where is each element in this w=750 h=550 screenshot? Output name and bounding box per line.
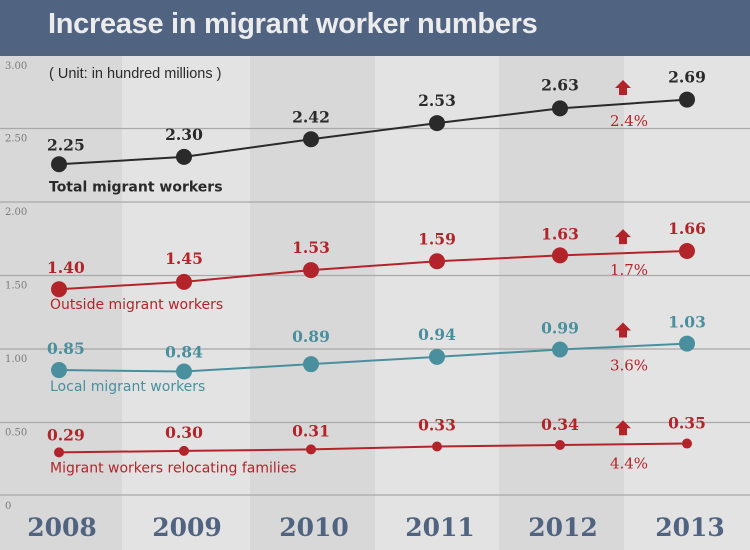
data-point	[51, 281, 67, 298]
data-label: 1.40	[47, 258, 85, 277]
column-band	[499, 56, 624, 550]
data-point	[176, 273, 192, 290]
series-migrant-workers-relocating-families: 0.29 0.30 0.31 0.33 0.34 0.35 Migrant workers …	[47, 414, 706, 477]
data-point	[179, 445, 189, 456]
growth-arrow-icon	[615, 322, 631, 338]
y-tick-label: 1.50	[5, 281, 27, 292]
x-tick-label: 2008	[27, 513, 97, 542]
data-point	[429, 253, 445, 270]
x-tick-label: 2009	[152, 513, 222, 542]
data-label: 1.63	[541, 224, 579, 243]
title-bar: Increase in migrant worker numbers	[0, 0, 750, 56]
data-label: 2.53	[418, 91, 456, 110]
line-chart: 0 0.50 1.00 1.50 2.00 2.50 3.00 ( Unit: in hun…	[0, 56, 750, 550]
series-name-label: Local migrant workers	[50, 379, 205, 395]
series-outside-migrant-workers: 1.40 1.45 1.53 1.59 1.63 1.66 Outside migrant …	[47, 219, 706, 313]
data-label: 2.25	[47, 135, 85, 154]
column-band	[0, 56, 122, 550]
data-label: 0.99	[541, 318, 579, 337]
data-point	[682, 438, 692, 449]
data-point	[679, 335, 695, 352]
data-label: 0.33	[418, 415, 456, 434]
growth-arrow-icon	[615, 229, 631, 245]
data-label: 0.85	[47, 339, 85, 358]
column-bands	[0, 56, 750, 550]
data-point	[303, 356, 319, 373]
x-tick-label: 2010	[279, 513, 349, 542]
column-band	[624, 56, 750, 550]
x-tick-label: 2012	[528, 513, 598, 542]
series-local-migrant-workers: 0.85 0.84 0.89 0.94 0.99 1.03 Local migrant wo…	[47, 313, 706, 395]
series-line	[58, 98, 688, 166]
unit-note: ( Unit: in hundred millions )	[49, 66, 221, 82]
x-tick-label: 2011	[405, 513, 475, 542]
data-point	[303, 131, 319, 148]
data-point	[306, 444, 316, 455]
data-point	[51, 156, 67, 173]
data-point	[429, 348, 445, 365]
y-tick-label: 0.50	[5, 428, 27, 439]
column-band	[375, 56, 499, 550]
y-tick-label: 2.00	[5, 207, 27, 218]
data-point	[555, 440, 565, 451]
data-label: 0.84	[165, 343, 203, 362]
series-name-label: Outside migrant workers	[50, 297, 223, 313]
data-label: 1.03	[668, 313, 706, 332]
data-label: 0.34	[541, 415, 579, 434]
column-band	[122, 56, 250, 550]
data-label: 0.31	[292, 421, 330, 440]
growth-percent: 1.7%	[610, 261, 648, 279]
data-point	[432, 441, 442, 452]
gridlines	[0, 127, 750, 496]
y-tick-label: 2.50	[5, 134, 27, 145]
data-label: 2.69	[668, 68, 706, 87]
data-point	[679, 91, 695, 108]
data-label: 1.59	[418, 229, 456, 248]
data-label: 1.45	[165, 249, 203, 268]
series-line	[58, 442, 688, 454]
data-point	[552, 100, 568, 117]
series-line	[58, 249, 688, 291]
series-name-label: Migrant workers relocating families	[50, 460, 297, 476]
data-point	[176, 148, 192, 165]
series-layer: 2.25 2.30 2.42 2.53 2.63 2.69 Total migrant wo…	[47, 68, 706, 477]
growth-percent: 4.4%	[610, 454, 648, 472]
data-point	[54, 447, 64, 458]
x-tick-label: 2013	[655, 513, 725, 542]
data-point	[176, 363, 192, 380]
series-line	[58, 342, 688, 373]
growth-arrow-icon	[615, 79, 631, 95]
y-tick-label: 0	[5, 501, 11, 512]
growth-percent: 3.6%	[610, 357, 648, 375]
data-point	[429, 115, 445, 132]
growth-arrow-icon	[615, 420, 631, 436]
data-label: 0.35	[668, 414, 706, 433]
data-label: 0.30	[165, 423, 203, 442]
data-point	[51, 362, 67, 379]
y-axis-ticks: 0 0.50 1.00 1.50 2.00 2.50 3.00	[5, 61, 27, 512]
data-label: 0.89	[292, 327, 330, 346]
data-point	[303, 262, 319, 279]
data-label: 0.29	[47, 425, 85, 444]
y-tick-label: 3.00	[5, 61, 27, 72]
chart-title: Increase in migrant worker numbers	[48, 8, 538, 40]
series-name-label: Total migrant workers	[49, 179, 223, 195]
series-total-migrant-workers: 2.25 2.30 2.42 2.53 2.63 2.69 Total migrant wo…	[47, 68, 706, 196]
data-label: 2.42	[292, 107, 330, 126]
data-label: 1.66	[668, 219, 706, 238]
data-point	[679, 242, 695, 259]
growth-percent: 2.4%	[610, 112, 648, 130]
data-label: 0.94	[418, 325, 456, 344]
y-tick-label: 1.00	[5, 354, 27, 365]
data-point	[552, 341, 568, 358]
x-axis-ticks: 2008 2009 2010 2011 2012 2013	[27, 513, 725, 542]
data-label: 2.30	[165, 125, 203, 144]
data-label: 1.53	[292, 238, 330, 257]
data-point	[552, 247, 568, 264]
data-label: 2.63	[541, 75, 579, 94]
